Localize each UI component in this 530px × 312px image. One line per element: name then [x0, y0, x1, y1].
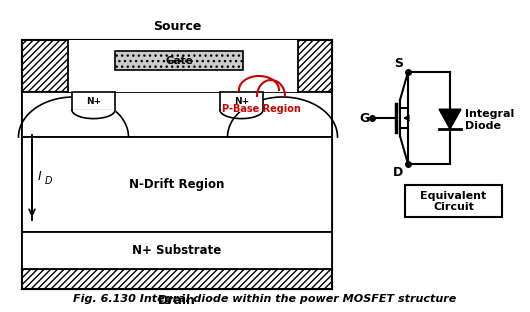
Bar — [72, 92, 115, 110]
Bar — [22, 232, 332, 269]
Text: Circuit: Circuit — [433, 202, 474, 212]
Text: D: D — [393, 166, 403, 179]
Text: N+ Substrate: N+ Substrate — [132, 244, 222, 257]
Text: Diode: Diode — [465, 121, 501, 131]
Text: P-Base Region: P-Base Region — [222, 104, 301, 114]
Text: S: S — [394, 57, 403, 70]
Bar — [22, 137, 332, 232]
Text: Source: Source — [153, 20, 201, 33]
Bar — [22, 40, 332, 92]
Text: Integral: Integral — [465, 109, 514, 119]
Bar — [115, 51, 243, 70]
Bar — [22, 40, 332, 289]
Text: G: G — [360, 111, 370, 124]
Text: N+: N+ — [234, 96, 249, 105]
Bar — [220, 92, 263, 110]
Text: Gate: Gate — [165, 56, 193, 66]
Text: Equivalent: Equivalent — [420, 191, 487, 201]
Text: Fig. 6.130 Integral diode within the power MOSFET structure: Fig. 6.130 Integral diode within the pow… — [73, 294, 457, 304]
Text: Drain: Drain — [158, 294, 196, 307]
Text: N+: N+ — [86, 96, 101, 105]
Bar — [68, 40, 298, 92]
Polygon shape — [439, 109, 461, 129]
Text: I: I — [38, 170, 42, 183]
Bar — [22, 269, 332, 289]
Text: N-Drift Region: N-Drift Region — [129, 178, 225, 191]
Bar — [405, 185, 502, 217]
Text: D: D — [45, 175, 52, 186]
Bar — [22, 92, 332, 137]
